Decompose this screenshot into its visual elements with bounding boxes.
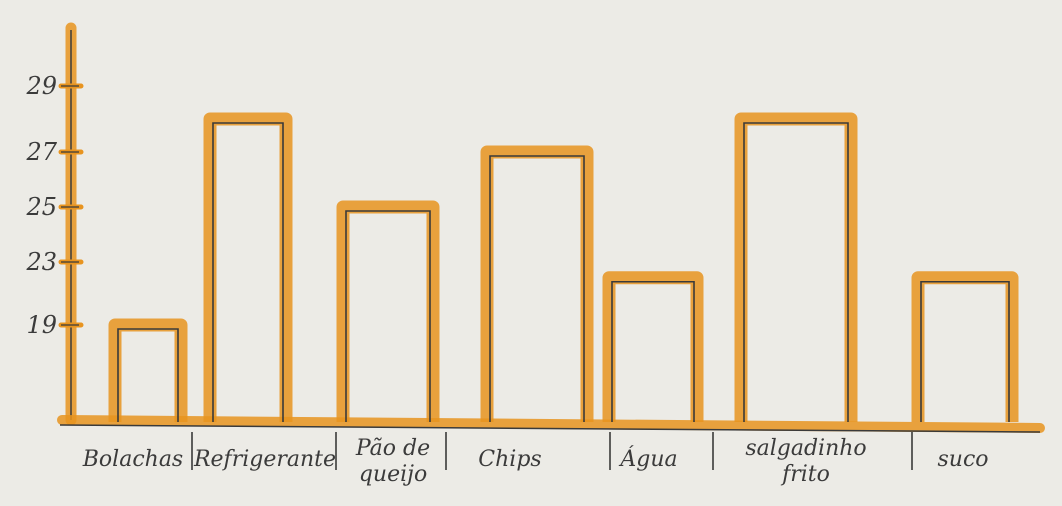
y-tick-label: 29	[25, 72, 57, 100]
bar-pencil	[345, 210, 431, 422]
category-label-line: Pão de	[355, 436, 430, 461]
category-label: Refrigerante	[193, 447, 336, 472]
category-label-line: salgadinho	[745, 436, 866, 461]
bars	[108, 112, 1019, 422]
bar-pencil	[117, 328, 179, 422]
labels: Bolachas Refrigerante Pão de queijo Chips Águ…	[82, 432, 989, 487]
category-label-line: queijo	[359, 462, 427, 487]
bar-pencil	[489, 155, 585, 422]
y-tick-label: 23	[25, 248, 57, 276]
bar	[734, 112, 858, 422]
bar	[108, 318, 188, 422]
category-label-line: frito	[780, 462, 830, 487]
category-label: Bolachas	[82, 447, 183, 472]
bar-pencil	[743, 122, 849, 422]
x-axis-pencil	[59, 424, 1041, 433]
category-label: Água	[618, 445, 677, 472]
axes: 19 23 25 27 29	[25, 22, 1045, 433]
category-label: suco	[937, 447, 988, 472]
y-tick-label: 25	[25, 193, 57, 221]
category-label: Pão de queijo	[355, 436, 430, 487]
bar	[336, 200, 440, 422]
bar-pencil	[920, 280, 1010, 422]
x-axis	[57, 415, 1045, 433]
bar	[602, 271, 704, 422]
category-label: salgadinho frito	[745, 436, 866, 487]
y-tick-label: 27	[25, 138, 57, 166]
category-label: Chips	[478, 447, 541, 472]
y-tick-label: 19	[26, 311, 57, 339]
bar-pencil	[212, 122, 284, 422]
bar	[911, 271, 1019, 422]
bar	[480, 145, 594, 422]
bar-pencil	[611, 280, 695, 422]
bar	[203, 112, 293, 422]
